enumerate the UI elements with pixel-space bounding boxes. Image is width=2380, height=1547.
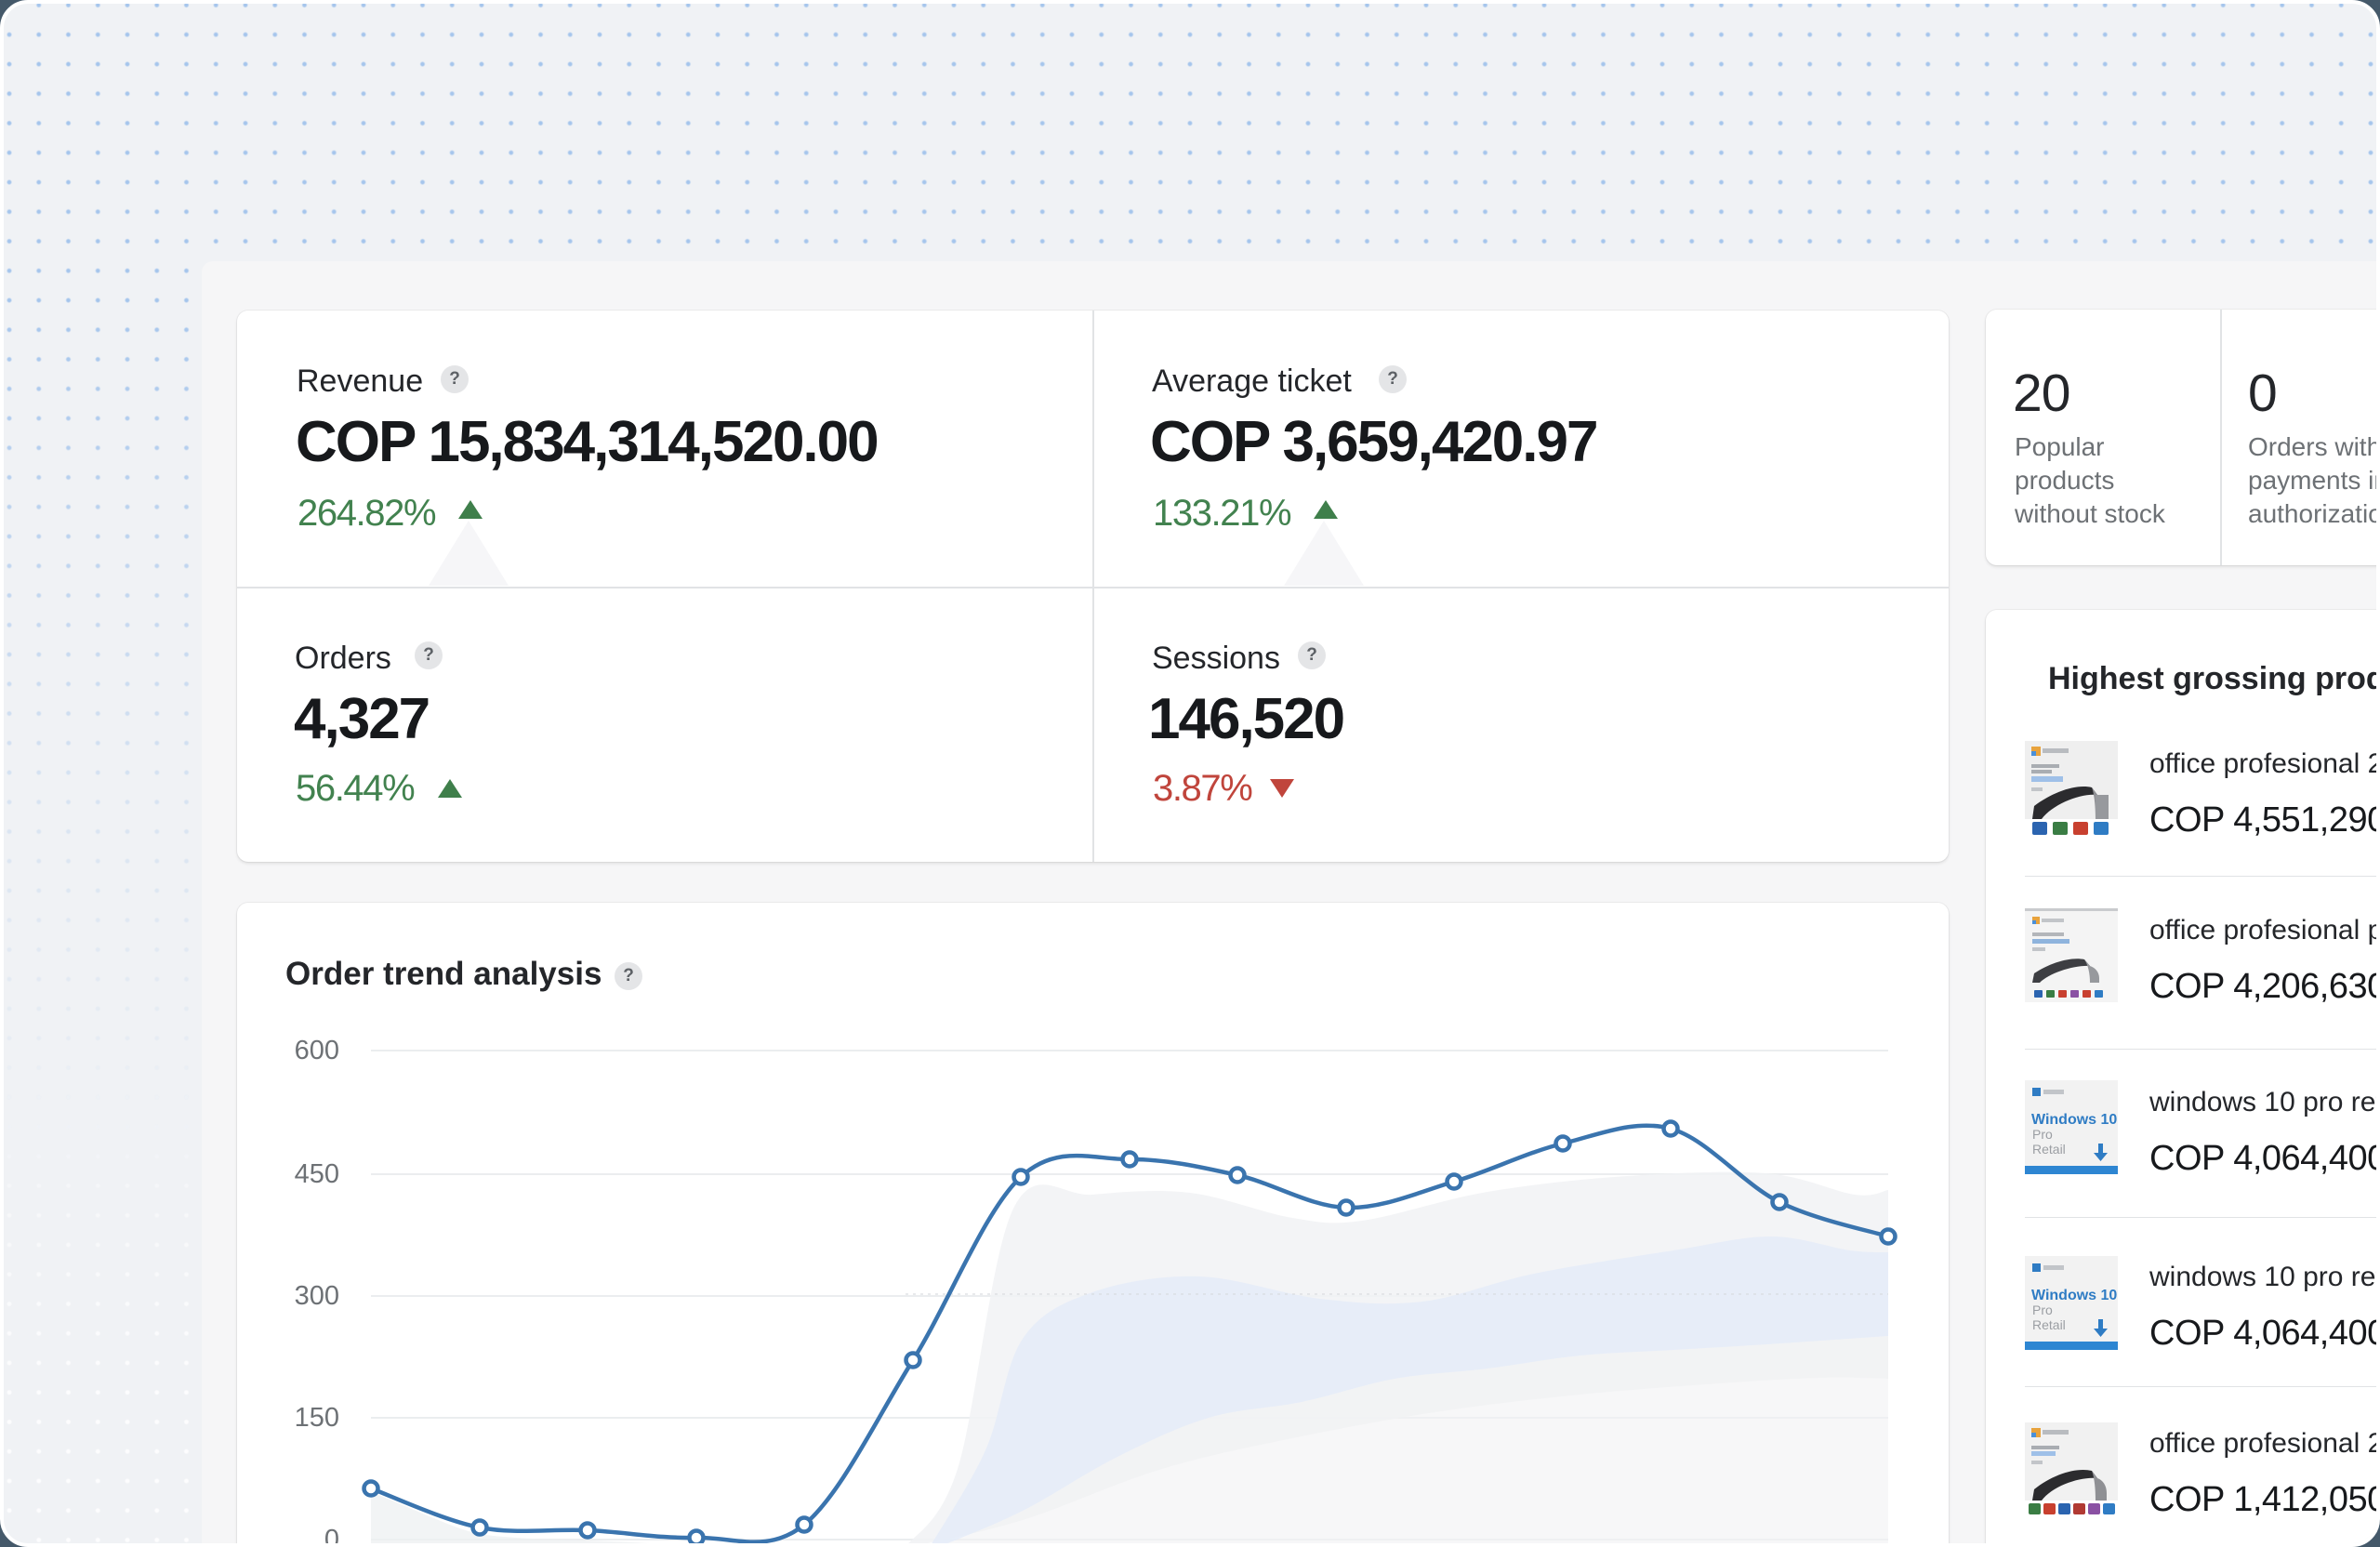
- svg-text:Windows 10: Windows 10: [2031, 1112, 2117, 1128]
- svg-text:Windows 10: Windows 10: [2031, 1288, 2117, 1303]
- svg-text:Retail: Retail: [2032, 1317, 2066, 1332]
- svg-text:Pro: Pro: [2032, 1127, 2053, 1142]
- svg-text:Retail: Retail: [2032, 1142, 2066, 1157]
- svg-text:Pro: Pro: [2032, 1302, 2053, 1317]
